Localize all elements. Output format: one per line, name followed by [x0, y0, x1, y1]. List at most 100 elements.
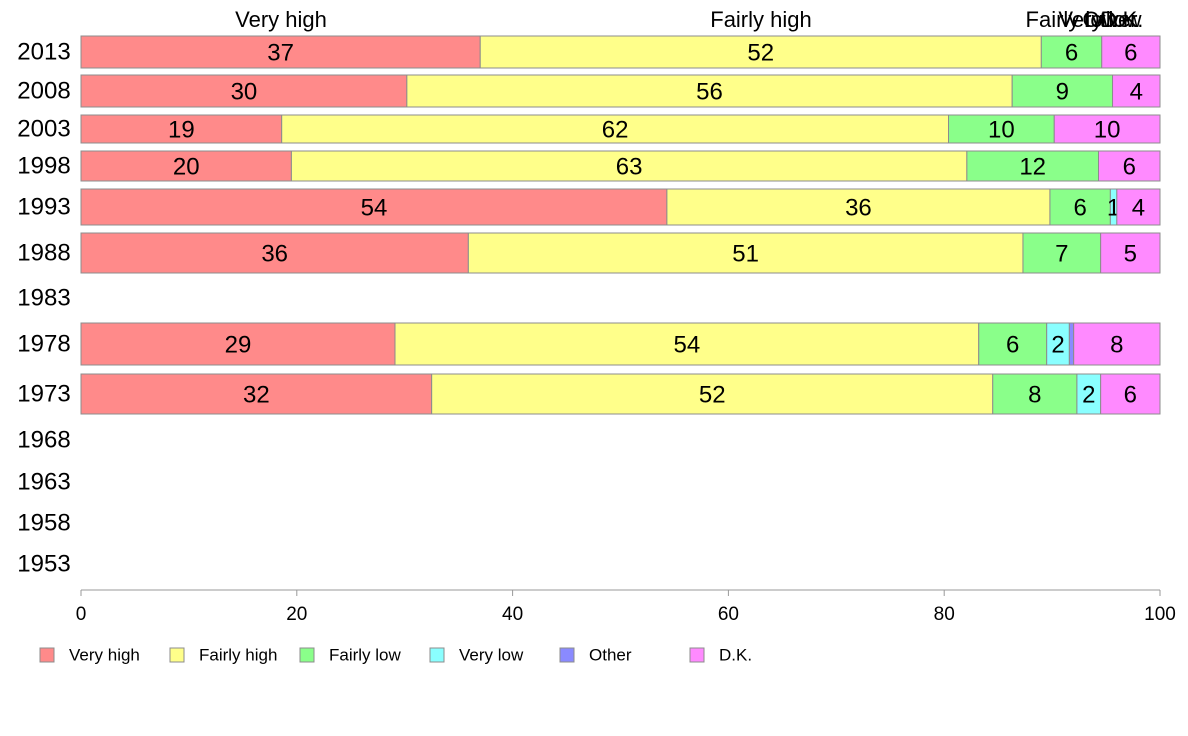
- bar-segment: [666, 188, 1051, 226]
- legend-swatch: [39, 647, 55, 663]
- bar-segment: [406, 74, 1013, 108]
- legend: Very high Fairly high Fairly low Very low Ot…: [39, 646, 752, 665]
- legend-label: Fairly low: [329, 646, 402, 665]
- x-tick-label: 0: [76, 604, 87, 625]
- value-label: 9: [1056, 79, 1069, 106]
- bar-segment: [80, 373, 433, 415]
- value-label: 52: [699, 382, 726, 409]
- value-label: 8: [1110, 332, 1123, 359]
- value-label: 37: [267, 40, 294, 67]
- value-label: 20: [173, 154, 200, 181]
- value-label: 51: [732, 241, 759, 268]
- top-label-other: Other: [1082, 7, 1137, 32]
- value-label: 62: [602, 117, 629, 144]
- x-tick-label: 60: [718, 604, 739, 625]
- legend-swatch: [429, 647, 445, 663]
- year-label: 1988: [17, 240, 70, 267]
- legend-label: Fairly high: [199, 646, 277, 665]
- bar-segment: [978, 322, 1048, 366]
- bar-segment: [1112, 74, 1161, 108]
- year-label: 1958: [17, 510, 70, 537]
- value-label: 10: [988, 117, 1015, 144]
- bar-segment: [1011, 74, 1114, 108]
- value-label: 6: [1124, 382, 1137, 409]
- legend-label: Very high: [69, 646, 140, 665]
- top-label-fairly-high: Fairly high: [710, 7, 811, 32]
- bar-segment: [290, 150, 968, 182]
- x-tick-label: 20: [286, 604, 307, 625]
- value-label: 56: [696, 79, 723, 106]
- year-label: 2008: [17, 78, 70, 105]
- top-label-fairly-low: Fairly low: [1026, 7, 1119, 32]
- year-label: 1983: [17, 285, 70, 312]
- top-label-d-k: D.K.: [1101, 7, 1144, 32]
- value-label: 4: [1130, 79, 1143, 106]
- year-label: 1998: [17, 153, 70, 180]
- value-label: 2: [1082, 382, 1095, 409]
- year-label: 2013: [17, 39, 70, 66]
- bar-segment: [1100, 232, 1161, 274]
- year-label: 1978: [17, 331, 70, 358]
- bar-segment: [281, 114, 950, 144]
- x-tick-label: 40: [502, 604, 523, 625]
- bar-segment: [394, 322, 980, 366]
- value-label: 19: [168, 117, 195, 144]
- bar-segment: [80, 114, 283, 144]
- bar-segment: [1101, 35, 1161, 69]
- year-labels: 2013 2008 2003 1998 1993 1988 1983 1978 1973 1968…: [17, 39, 70, 578]
- bar-segment: [479, 35, 1042, 69]
- legend-label: D.K.: [719, 646, 752, 665]
- bar-segment: [80, 322, 396, 366]
- value-label: 6: [1065, 40, 1078, 67]
- value-label: 5: [1124, 241, 1137, 268]
- value-label: 54: [361, 195, 388, 222]
- legend-swatch: [689, 647, 705, 663]
- bar-segment: [1068, 322, 1075, 366]
- x-tick-label: 100: [1144, 604, 1176, 625]
- value-label: 6: [1006, 332, 1019, 359]
- bar-segment: [1053, 114, 1161, 144]
- bar-segment: [80, 74, 408, 108]
- bar-segment: [992, 373, 1078, 415]
- bar-segment: [80, 150, 292, 182]
- value-label: 36: [261, 241, 288, 268]
- legend-swatch: [169, 647, 185, 663]
- value-label: 30: [231, 79, 258, 106]
- year-label: 1973: [17, 381, 70, 408]
- legend-swatch: [559, 647, 575, 663]
- value-label: 6: [1073, 195, 1086, 222]
- bar-segment: [948, 114, 1055, 144]
- top-label-very-high: Very high: [235, 7, 327, 32]
- value-label: 6: [1124, 40, 1137, 67]
- value-label: 4: [1132, 195, 1145, 222]
- bar-segment: [1116, 188, 1161, 226]
- legend-label: Other: [589, 646, 632, 665]
- legend-label: Very low: [459, 646, 524, 665]
- year-label: 1993: [17, 194, 70, 221]
- bar-segment: [467, 232, 1024, 274]
- bar-segment: [1049, 188, 1111, 226]
- value-label: 10: [1094, 117, 1121, 144]
- value-label: 32: [243, 382, 270, 409]
- year-label: 1968: [17, 427, 70, 454]
- x-tick-label: 80: [934, 604, 955, 625]
- value-label: 63: [616, 154, 643, 181]
- bar-segment: [80, 188, 668, 226]
- bar-segment: [1073, 322, 1161, 366]
- bar-segment: [1040, 35, 1103, 69]
- bar-segment: [966, 150, 1099, 182]
- value-label: 29: [225, 332, 252, 359]
- bar-segment: [80, 232, 469, 274]
- value-label: 36: [845, 195, 872, 222]
- year-label: 2003: [17, 116, 70, 143]
- bar-segment: [431, 373, 994, 415]
- bar-segment: [1022, 232, 1102, 274]
- top-label-very-low: Very low: [1058, 7, 1141, 32]
- value-label: 2: [1051, 332, 1064, 359]
- x-axis: 0 20 40 60 80 100: [76, 589, 1176, 625]
- value-label: 6: [1123, 154, 1136, 181]
- value-label: 54: [674, 332, 701, 359]
